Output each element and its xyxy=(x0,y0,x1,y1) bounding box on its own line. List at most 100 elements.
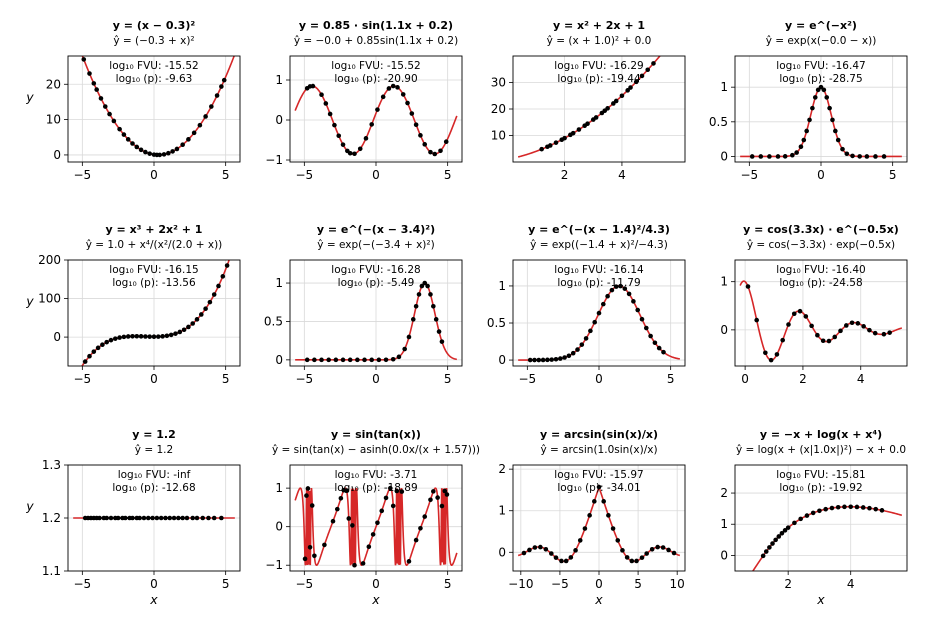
data-point xyxy=(549,551,554,556)
data-point xyxy=(833,128,838,134)
data-point xyxy=(619,93,625,99)
data-point xyxy=(631,299,636,304)
data-point xyxy=(138,147,144,153)
subplot-title: y = x² + 2x + 1 xyxy=(553,19,645,32)
data-point xyxy=(648,333,653,339)
data-point xyxy=(357,146,363,152)
data-point xyxy=(312,357,317,363)
x-tick-label: −5 xyxy=(73,372,91,386)
data-point xyxy=(562,355,567,360)
p-annotation: log₁₀ (p): -34.01 xyxy=(557,482,640,494)
data-point xyxy=(568,555,574,560)
y-tick-label: 200 xyxy=(38,253,61,267)
data-point xyxy=(163,515,168,521)
data-point xyxy=(138,334,144,339)
data-point xyxy=(375,520,380,526)
data-point xyxy=(666,547,671,553)
x-tick-label: 4 xyxy=(857,372,865,386)
data-point xyxy=(773,537,778,543)
data-point xyxy=(170,149,175,154)
data-point xyxy=(540,357,546,363)
data-point xyxy=(123,515,128,521)
data-point xyxy=(130,515,135,521)
subplot-6: −5 0 5 0 0.5 1 y = e^(−(x − 3.4)²) ŷ = exp(−(−3… xyxy=(264,223,463,386)
data-point xyxy=(558,356,563,361)
data-point xyxy=(829,505,835,511)
data-point xyxy=(355,357,360,363)
data-point xyxy=(660,545,666,550)
data-point xyxy=(95,345,101,351)
x-axis-label: x xyxy=(816,592,825,607)
data-point xyxy=(130,141,135,146)
data-point xyxy=(547,143,553,148)
data-point xyxy=(864,154,870,159)
y-tick-label: 0.5 xyxy=(709,115,728,129)
data-point xyxy=(779,531,785,536)
data-point xyxy=(366,544,372,549)
subplot-subtitle: ŷ = arcsin(1.0sin(x)/x) xyxy=(540,444,657,456)
data-point xyxy=(406,334,412,340)
data-point xyxy=(861,324,866,329)
data-point xyxy=(167,515,173,521)
data-point xyxy=(582,526,588,531)
data-point xyxy=(134,144,140,150)
x-tick-label: 0 xyxy=(372,577,380,591)
data-point xyxy=(794,150,799,155)
data-point xyxy=(157,152,163,158)
data-point xyxy=(375,107,380,112)
data-point xyxy=(867,505,872,511)
x-tick-label: 0 xyxy=(372,372,380,386)
data-point xyxy=(625,88,630,93)
fvu-annotation: log₁₀ FVU: -16.28 xyxy=(331,264,420,276)
data-point xyxy=(145,515,151,521)
data-point xyxy=(390,503,396,509)
data-point xyxy=(125,137,131,142)
subplot-title: y = e^(−(x − 3.4)²) xyxy=(317,223,435,236)
fvu-annotation: log₁₀ FVU: -15.52 xyxy=(331,60,420,72)
data-point xyxy=(111,118,117,124)
data-point xyxy=(579,342,585,347)
data-point xyxy=(543,546,549,552)
data-point xyxy=(763,350,768,356)
data-point xyxy=(838,328,843,334)
data-point xyxy=(413,537,419,543)
data-point xyxy=(443,139,449,145)
data-point xyxy=(400,92,406,97)
data-point xyxy=(835,137,841,143)
data-point xyxy=(419,283,425,289)
subplot-subtitle: ŷ = 1.2 xyxy=(135,444,173,456)
data-point xyxy=(98,96,104,101)
data-point xyxy=(585,121,590,127)
data-point xyxy=(309,503,315,508)
data-point xyxy=(203,306,208,312)
data-point xyxy=(177,329,183,335)
data-point xyxy=(879,508,885,513)
y-tick-label: −1 xyxy=(265,558,283,572)
data-point xyxy=(190,321,195,326)
data-point xyxy=(168,332,174,338)
y-tick-label: 1 xyxy=(275,276,283,290)
y-tick-label: 10 xyxy=(491,129,506,143)
data-point xyxy=(606,513,611,518)
data-point xyxy=(305,486,311,491)
data-point xyxy=(322,542,327,548)
data-point xyxy=(151,334,157,340)
y-tick-label: 1 xyxy=(720,80,728,94)
data-point xyxy=(521,550,527,556)
y-tick-label: 1.1 xyxy=(42,564,61,578)
data-point xyxy=(592,319,597,325)
subplot-subtitle: ŷ = exp((−1.4 + x)²/−4.3) xyxy=(530,239,668,251)
data-point xyxy=(639,73,645,79)
data-point xyxy=(137,515,142,521)
data-point xyxy=(559,558,564,564)
data-point xyxy=(545,357,550,363)
data-point xyxy=(156,334,161,339)
data-point xyxy=(390,83,396,89)
data-point xyxy=(867,327,872,333)
x-tick-label: 2 xyxy=(561,168,569,182)
data-point xyxy=(649,546,655,552)
data-point xyxy=(121,132,127,137)
data-point xyxy=(767,154,772,159)
data-point xyxy=(661,349,666,355)
